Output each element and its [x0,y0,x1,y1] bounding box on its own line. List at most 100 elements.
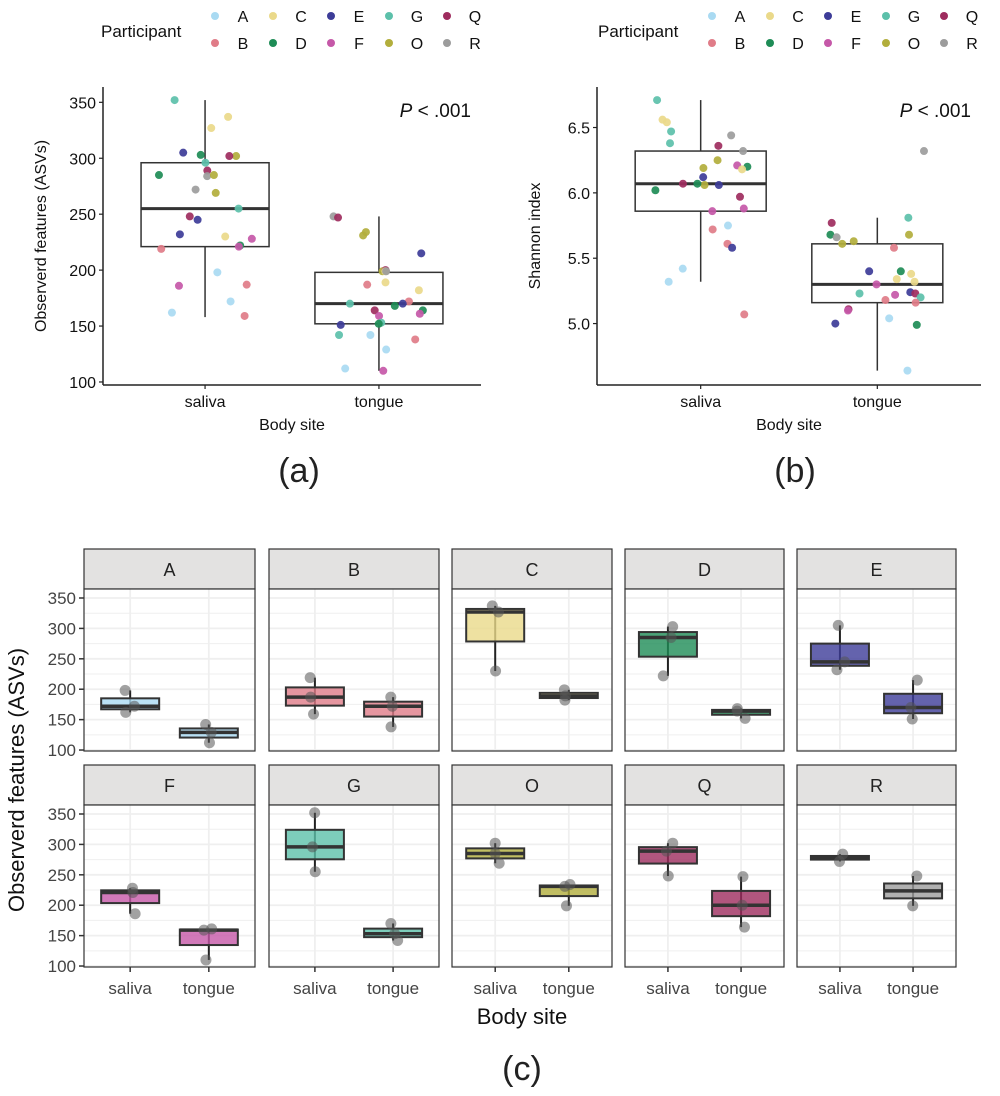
point-saliva-R [727,131,736,140]
point-saliva-O [211,188,220,197]
facet-panel-border [268,588,440,752]
legend-label-C: C [792,9,804,26]
facet-strip [451,764,613,806]
point-saliva [833,855,845,867]
point-tongue-C [414,286,423,295]
facet-strip-label: B [348,560,360,580]
legend-label-F: F [354,36,364,53]
legend-title: Participant [598,22,679,41]
point-tongue-D [826,230,835,239]
point-saliva [489,848,501,860]
legend-swatch-D [269,39,277,47]
legend-label-C: C [295,9,307,26]
y-tick-label: 200 [48,896,76,915]
facet-panel-border [451,804,613,968]
point-tongue [736,899,748,911]
point-saliva-D [693,179,702,188]
legend-label-Q: Q [966,9,978,26]
legend-b: Participant AB CD EF GO QR [598,9,978,53]
x-tick-label-saliva: saliva [185,394,226,411]
point-tongue-F [891,290,900,299]
x-tick-label-saliva: saliva [646,979,690,998]
point-tongue-O [905,230,914,239]
facet-panel-border [796,588,957,752]
legend-swatch-G [882,12,890,20]
point-saliva-G [234,204,243,213]
point-tongue-R [919,147,928,156]
box-tongue [811,243,944,304]
y-tick-label: 100 [69,375,96,392]
point-tongue [737,871,749,883]
legend-swatch-Q [443,12,451,20]
facet-strip [83,548,256,590]
point-saliva [831,664,843,676]
y-tick-label: 250 [48,650,76,669]
point-saliva-O [713,156,722,165]
facet-panel-border [624,588,785,752]
box-saliva [465,607,526,643]
point-saliva-C [738,165,747,174]
point-saliva-B [157,244,166,253]
legend-swatch-Q [940,12,948,20]
point-tongue [906,713,918,725]
legend-label-O: O [411,36,423,53]
point-tongue-E [865,267,874,276]
legend-title: Participant [101,22,182,41]
y-tick-label: 6.5 [568,121,590,138]
point-tongue-A [885,314,894,323]
point-saliva-Q [714,141,723,150]
point-tongue [911,674,923,686]
y-tick-label: 350 [48,589,76,608]
facet-strip-label: G [347,776,361,796]
point-tongue-G [916,293,925,302]
facet-strip [83,764,256,806]
point-tongue [392,934,404,946]
x-tick-label-saliva: saliva [473,979,517,998]
legend-label-B: B [735,36,746,53]
point-tongue-D [912,320,921,329]
point-saliva-F [708,207,717,216]
y-axis-title: Shannon index [527,183,544,290]
point-tongue [738,921,750,933]
legend-label-R: R [469,36,481,53]
point-saliva [309,866,321,878]
point-saliva-B [740,310,749,319]
point-saliva-A [723,221,732,230]
point-tongue-G [855,289,864,298]
y-tick-label: 350 [69,95,96,112]
point-tongue [739,712,751,724]
point-saliva [667,837,679,849]
point-saliva [489,837,501,849]
point-tongue-B [889,243,898,252]
point-tongue-C [910,277,919,286]
facet-strip-label: E [870,560,882,580]
point-saliva [128,700,140,712]
facet-strip-label: O [525,776,539,796]
legend-swatch-E [327,12,335,20]
point-saliva-R [191,185,200,194]
point-saliva-A [664,277,673,286]
point-tongue [385,721,397,733]
point-tongue-C [892,275,901,284]
point-saliva-O [232,152,241,161]
point-tongue [200,954,212,966]
y-tick-label: 100 [48,957,76,976]
point-saliva [667,621,679,633]
facet-panel-bg [625,805,784,967]
x-tick-label-tongue: tongue [183,979,235,998]
point-saliva-D [651,186,660,195]
point-saliva-E [175,230,184,239]
point-tongue [907,900,919,912]
point-saliva-C [224,112,233,121]
point-tongue-F [843,306,852,315]
y-tick-label: 200 [48,680,76,699]
point-tongue-B [881,296,890,305]
legend-label-O: O [908,36,920,53]
point-tongue-F [872,280,881,289]
legend-swatch-B [708,39,716,47]
point-saliva [120,706,132,718]
legend-swatch-R [940,39,948,47]
point-saliva-G [170,96,179,105]
facet-panel-border [451,588,613,752]
point-saliva [127,886,139,898]
